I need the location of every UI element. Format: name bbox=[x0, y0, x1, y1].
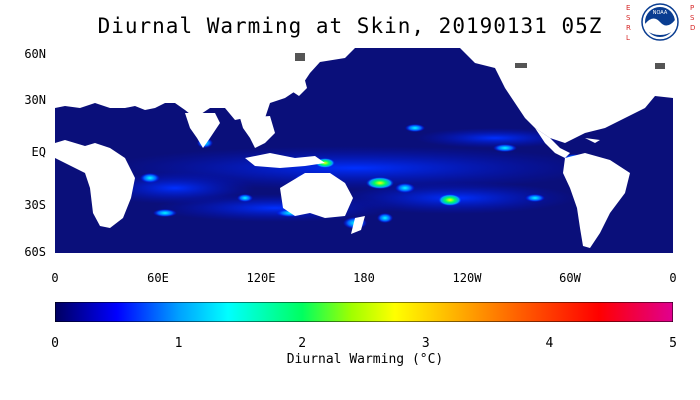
lat-label-30n: 30N bbox=[24, 93, 46, 107]
map-title: Diurnal Warming at Skin, 20190131 05Z bbox=[97, 14, 603, 38]
south-america bbox=[563, 153, 630, 248]
colorbar-gradient bbox=[55, 302, 673, 322]
noaa-logo: E S R L P S D NOAA bbox=[622, 0, 700, 46]
india bbox=[185, 113, 220, 148]
lon-label-120e: 120E bbox=[246, 271, 276, 285]
australia bbox=[280, 173, 353, 218]
land-masses bbox=[55, 48, 673, 258]
colorbar-tick-5: 5 bbox=[669, 336, 677, 351]
lon-label-120w: 120W bbox=[452, 271, 482, 285]
indonesia bbox=[245, 153, 325, 168]
colorbar-tick-0: 0 bbox=[51, 336, 59, 351]
noaa-logo-icon: NOAA bbox=[641, 3, 679, 41]
north-america bbox=[460, 48, 673, 143]
central-america bbox=[535, 128, 570, 158]
lon-label-0-right: 0 bbox=[669, 271, 677, 285]
svg-text:D: D bbox=[690, 24, 695, 32]
sea-ice bbox=[295, 53, 665, 69]
lon-label-60e: 60E bbox=[147, 271, 169, 285]
lon-label-60w: 60W bbox=[559, 271, 581, 285]
diurnal-warming-map bbox=[55, 48, 673, 258]
svg-text:L: L bbox=[626, 34, 630, 42]
lat-label-eq: EQ bbox=[31, 145, 46, 159]
lat-label-30s: 30S bbox=[24, 198, 46, 212]
lat-label-60s: 60S bbox=[24, 245, 46, 259]
logo-right-text: P bbox=[690, 4, 694, 12]
eurasia bbox=[55, 48, 355, 128]
lon-label-180: 180 bbox=[353, 271, 375, 285]
colorbar-tick-2: 2 bbox=[298, 336, 307, 351]
colorbar-title: Diurnal Warming (°C) bbox=[286, 352, 444, 367]
africa bbox=[55, 140, 135, 228]
svg-text:S: S bbox=[626, 14, 631, 22]
se-asia bbox=[240, 116, 275, 148]
antarctica-edge bbox=[55, 253, 673, 258]
new-zealand bbox=[351, 216, 365, 234]
colorbar-tick-1: 1 bbox=[174, 336, 183, 351]
svg-text:S: S bbox=[690, 14, 695, 22]
logo-left-text: E bbox=[626, 4, 630, 12]
lat-label-60n: 60N bbox=[24, 47, 46, 61]
colorbar-tick-4: 4 bbox=[545, 336, 554, 351]
svg-text:R: R bbox=[626, 24, 631, 32]
caribbean bbox=[585, 138, 600, 143]
colorbar-tick-3: 3 bbox=[421, 336, 430, 351]
svg-text:NOAA: NOAA bbox=[653, 10, 668, 16]
japan bbox=[293, 73, 307, 96]
colorbar bbox=[55, 302, 673, 322]
lon-label-0: 0 bbox=[51, 271, 59, 285]
